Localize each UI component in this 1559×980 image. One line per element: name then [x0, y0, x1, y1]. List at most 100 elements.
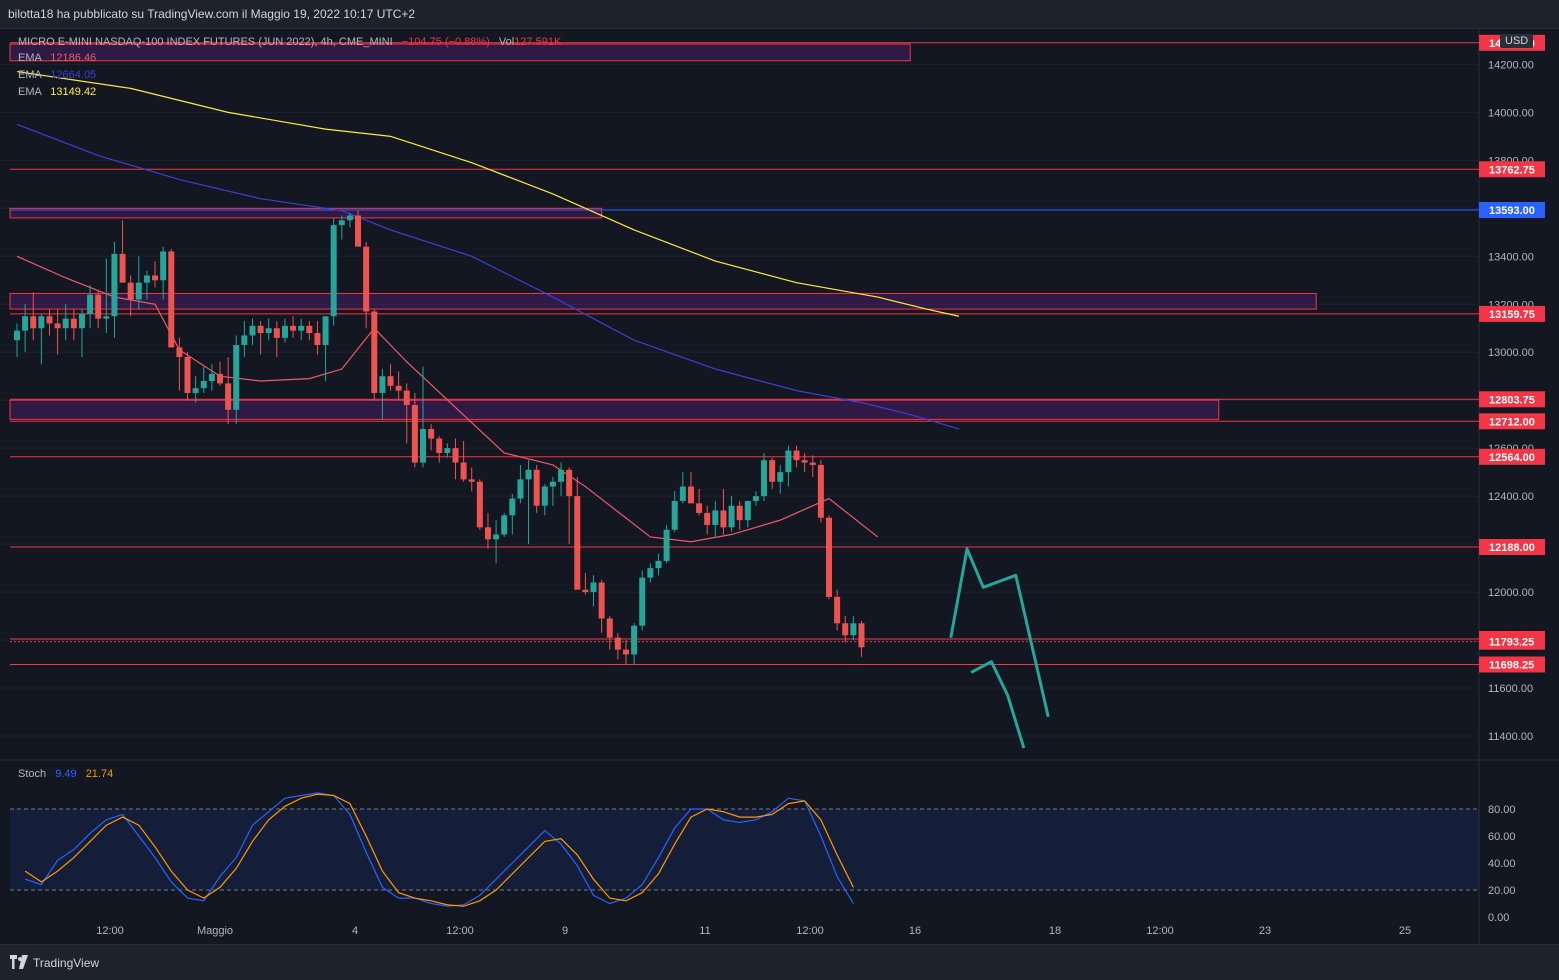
stoch-tick-label: 40.00	[1488, 858, 1516, 870]
candle-body	[850, 623, 857, 636]
candles[interactable]	[14, 210, 865, 665]
candle	[290, 316, 297, 338]
candle	[46, 309, 53, 336]
candle-body	[338, 220, 345, 226]
candle-body	[655, 560, 662, 569]
candle-body	[517, 479, 524, 499]
candle-body	[395, 385, 402, 391]
ema-line	[16, 70, 960, 317]
stoch-tick-label: 60.00	[1488, 831, 1516, 843]
candle	[403, 383, 410, 444]
candle-body	[736, 505, 743, 521]
candle	[135, 256, 142, 310]
ema-line	[16, 255, 879, 543]
candle-body	[549, 481, 556, 487]
candle	[671, 491, 678, 533]
candle-body	[241, 335, 248, 346]
price-level-label-bg	[1479, 448, 1545, 465]
candle	[858, 620, 865, 657]
candle	[281, 318, 288, 343]
price-level-label-text: 12564.00	[1489, 452, 1535, 464]
price-level-label-text: 12803.75	[1489, 394, 1535, 406]
candle	[249, 318, 256, 346]
candle-body	[533, 469, 540, 506]
candle-body	[752, 496, 759, 501]
candle-body	[14, 330, 20, 341]
candle-body	[769, 460, 776, 482]
ema-label: EMA	[18, 52, 42, 64]
candle-body	[639, 577, 646, 626]
candle-body	[785, 450, 792, 473]
price-level-label: 11698.25	[1479, 656, 1545, 673]
candle-body	[541, 486, 548, 506]
candle-body	[476, 481, 483, 528]
candle	[736, 500, 743, 530]
ema-label: EMA	[18, 86, 42, 98]
candle	[696, 488, 703, 516]
candle	[176, 337, 183, 391]
time-tick-label: 11	[699, 925, 710, 937]
candle	[801, 452, 808, 473]
candle	[208, 364, 215, 391]
time-tick-label: Maggio	[197, 925, 233, 937]
candle	[217, 361, 223, 386]
candle	[793, 445, 800, 468]
candle-body	[184, 357, 191, 394]
candle	[78, 309, 85, 358]
candle	[501, 512, 508, 537]
price-axis[interactable]: 14200.0014000.0013800.0013600.0013400.00…	[1479, 34, 1545, 924]
stoch-label: Stoch	[18, 768, 47, 780]
candle	[265, 318, 272, 341]
candle-body	[452, 448, 459, 463]
candle	[330, 217, 337, 326]
candle-body	[363, 246, 370, 312]
supply-demand-zone	[9, 207, 603, 219]
stoch-tick-label: 80.00	[1488, 804, 1516, 816]
candle	[785, 445, 792, 487]
projection-path	[970, 660, 1026, 749]
candle	[476, 479, 483, 530]
candle	[143, 270, 150, 300]
candle-body	[192, 388, 199, 394]
candle-body	[38, 316, 45, 329]
candle-body	[78, 313, 85, 329]
candle	[590, 575, 597, 607]
price-level-label: 12803.75	[1479, 391, 1545, 408]
ema-legend-1: EMA 12186.46	[18, 52, 96, 64]
stoch-tick-label: 20.00	[1488, 885, 1516, 897]
candle	[363, 241, 370, 329]
candle	[273, 321, 280, 358]
price-level-label: 13762.75	[1479, 161, 1545, 178]
stoch-k-value: 9.49	[55, 768, 77, 780]
candle	[761, 452, 768, 501]
time-tick-label: 16	[909, 925, 921, 937]
candle	[558, 462, 565, 497]
candle-body	[208, 373, 215, 382]
candle	[103, 258, 110, 334]
candle	[428, 424, 435, 451]
candle	[582, 572, 589, 595]
symbol-change: −104.75 (−0.88%)	[401, 36, 490, 48]
candle	[712, 500, 719, 537]
candle-body	[647, 568, 654, 578]
time-tick-label: 23	[1259, 925, 1271, 937]
candle	[346, 213, 353, 228]
candle-body	[817, 464, 824, 518]
time-axis[interactable]: 12:00 Maggio 4 12:00 9 11 12:00 16 18 12:00 23 25	[96, 925, 1411, 937]
chart-area[interactable]: 14200.0014000.0013800.0013600.0013400.00…	[0, 28, 1559, 944]
time-tick-label: 25	[1399, 925, 1411, 937]
candle-body	[744, 500, 751, 521]
brand-name: TradingView	[33, 956, 100, 970]
projection-path	[949, 547, 1050, 718]
candle	[322, 316, 329, 382]
candle	[314, 321, 321, 355]
candle	[355, 210, 362, 247]
candle	[200, 366, 207, 394]
candle-body	[436, 438, 443, 453]
time-tick-label: 12:00	[446, 925, 474, 937]
candle-body	[598, 582, 605, 619]
candle	[160, 246, 167, 300]
candle	[338, 215, 345, 240]
candle	[850, 616, 857, 641]
currency-badge[interactable]: USD	[1500, 34, 1534, 48]
